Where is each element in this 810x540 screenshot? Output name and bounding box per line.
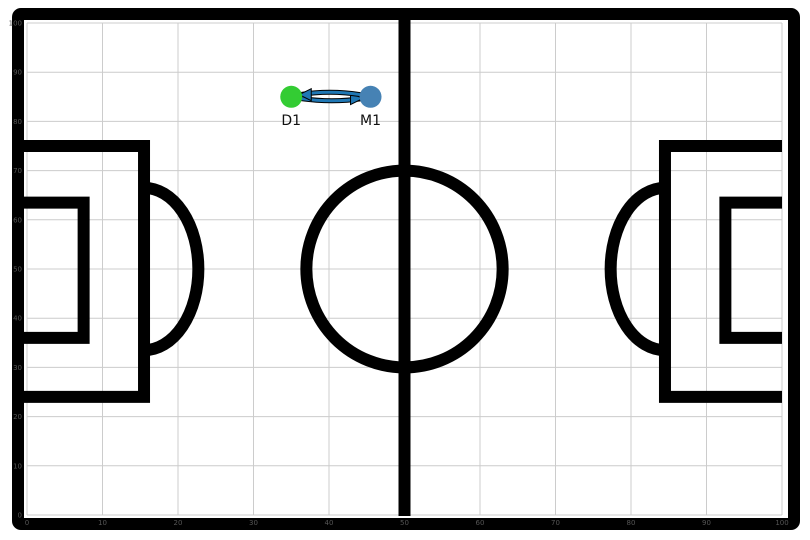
y-tick-label: 80 [13,118,22,126]
y-tick-label: 20 [13,413,22,421]
x-tick-label: 0 [25,519,29,527]
y-tick-label: 10 [13,462,22,470]
right-penalty-box [658,140,782,403]
y-tick-label: 100 [9,20,22,28]
axis-ticks: 0 10 20 30 40 50 60 70 80 90 100 0 10 20 30 40 50 60 70 80 9… [9,20,789,528]
pitch-outer-border [12,8,800,530]
left-penalty-box [20,140,151,403]
x-tick-label: 10 [98,519,107,527]
right-goal-box [719,196,782,344]
players: D1 M1 [280,85,382,129]
pass-arrows [298,87,364,106]
y-tick-label: 60 [13,216,22,224]
x-tick-label: 30 [249,519,258,527]
right-penalty-arc [604,181,666,357]
x-tick-label: 100 [775,519,788,527]
y-tick-label: 50 [13,266,22,274]
pitch-markings [20,20,782,516]
x-tick-label: 90 [702,519,711,527]
y-tick-label: 40 [13,315,22,323]
left-penalty-arc [143,181,205,357]
y-tick-label: 0 [18,512,22,520]
y-tick-label: 90 [13,69,22,77]
left-goal-box [20,196,90,344]
x-tick-label: 40 [325,519,334,527]
player-label: D1 [281,113,301,129]
x-tick-label: 60 [476,519,485,527]
player-marker [359,85,382,108]
x-tick-label: 50 [400,519,409,527]
x-tick-label: 20 [174,519,183,527]
y-tick-label: 70 [13,167,22,175]
pass-arrowhead [298,87,312,102]
x-tick-label: 80 [627,519,636,527]
center-circle [300,164,509,374]
player-marker [280,85,303,108]
x-tick-label: 70 [551,519,560,527]
y-tick-label: 30 [13,364,22,372]
player-label: M1 [360,113,381,129]
